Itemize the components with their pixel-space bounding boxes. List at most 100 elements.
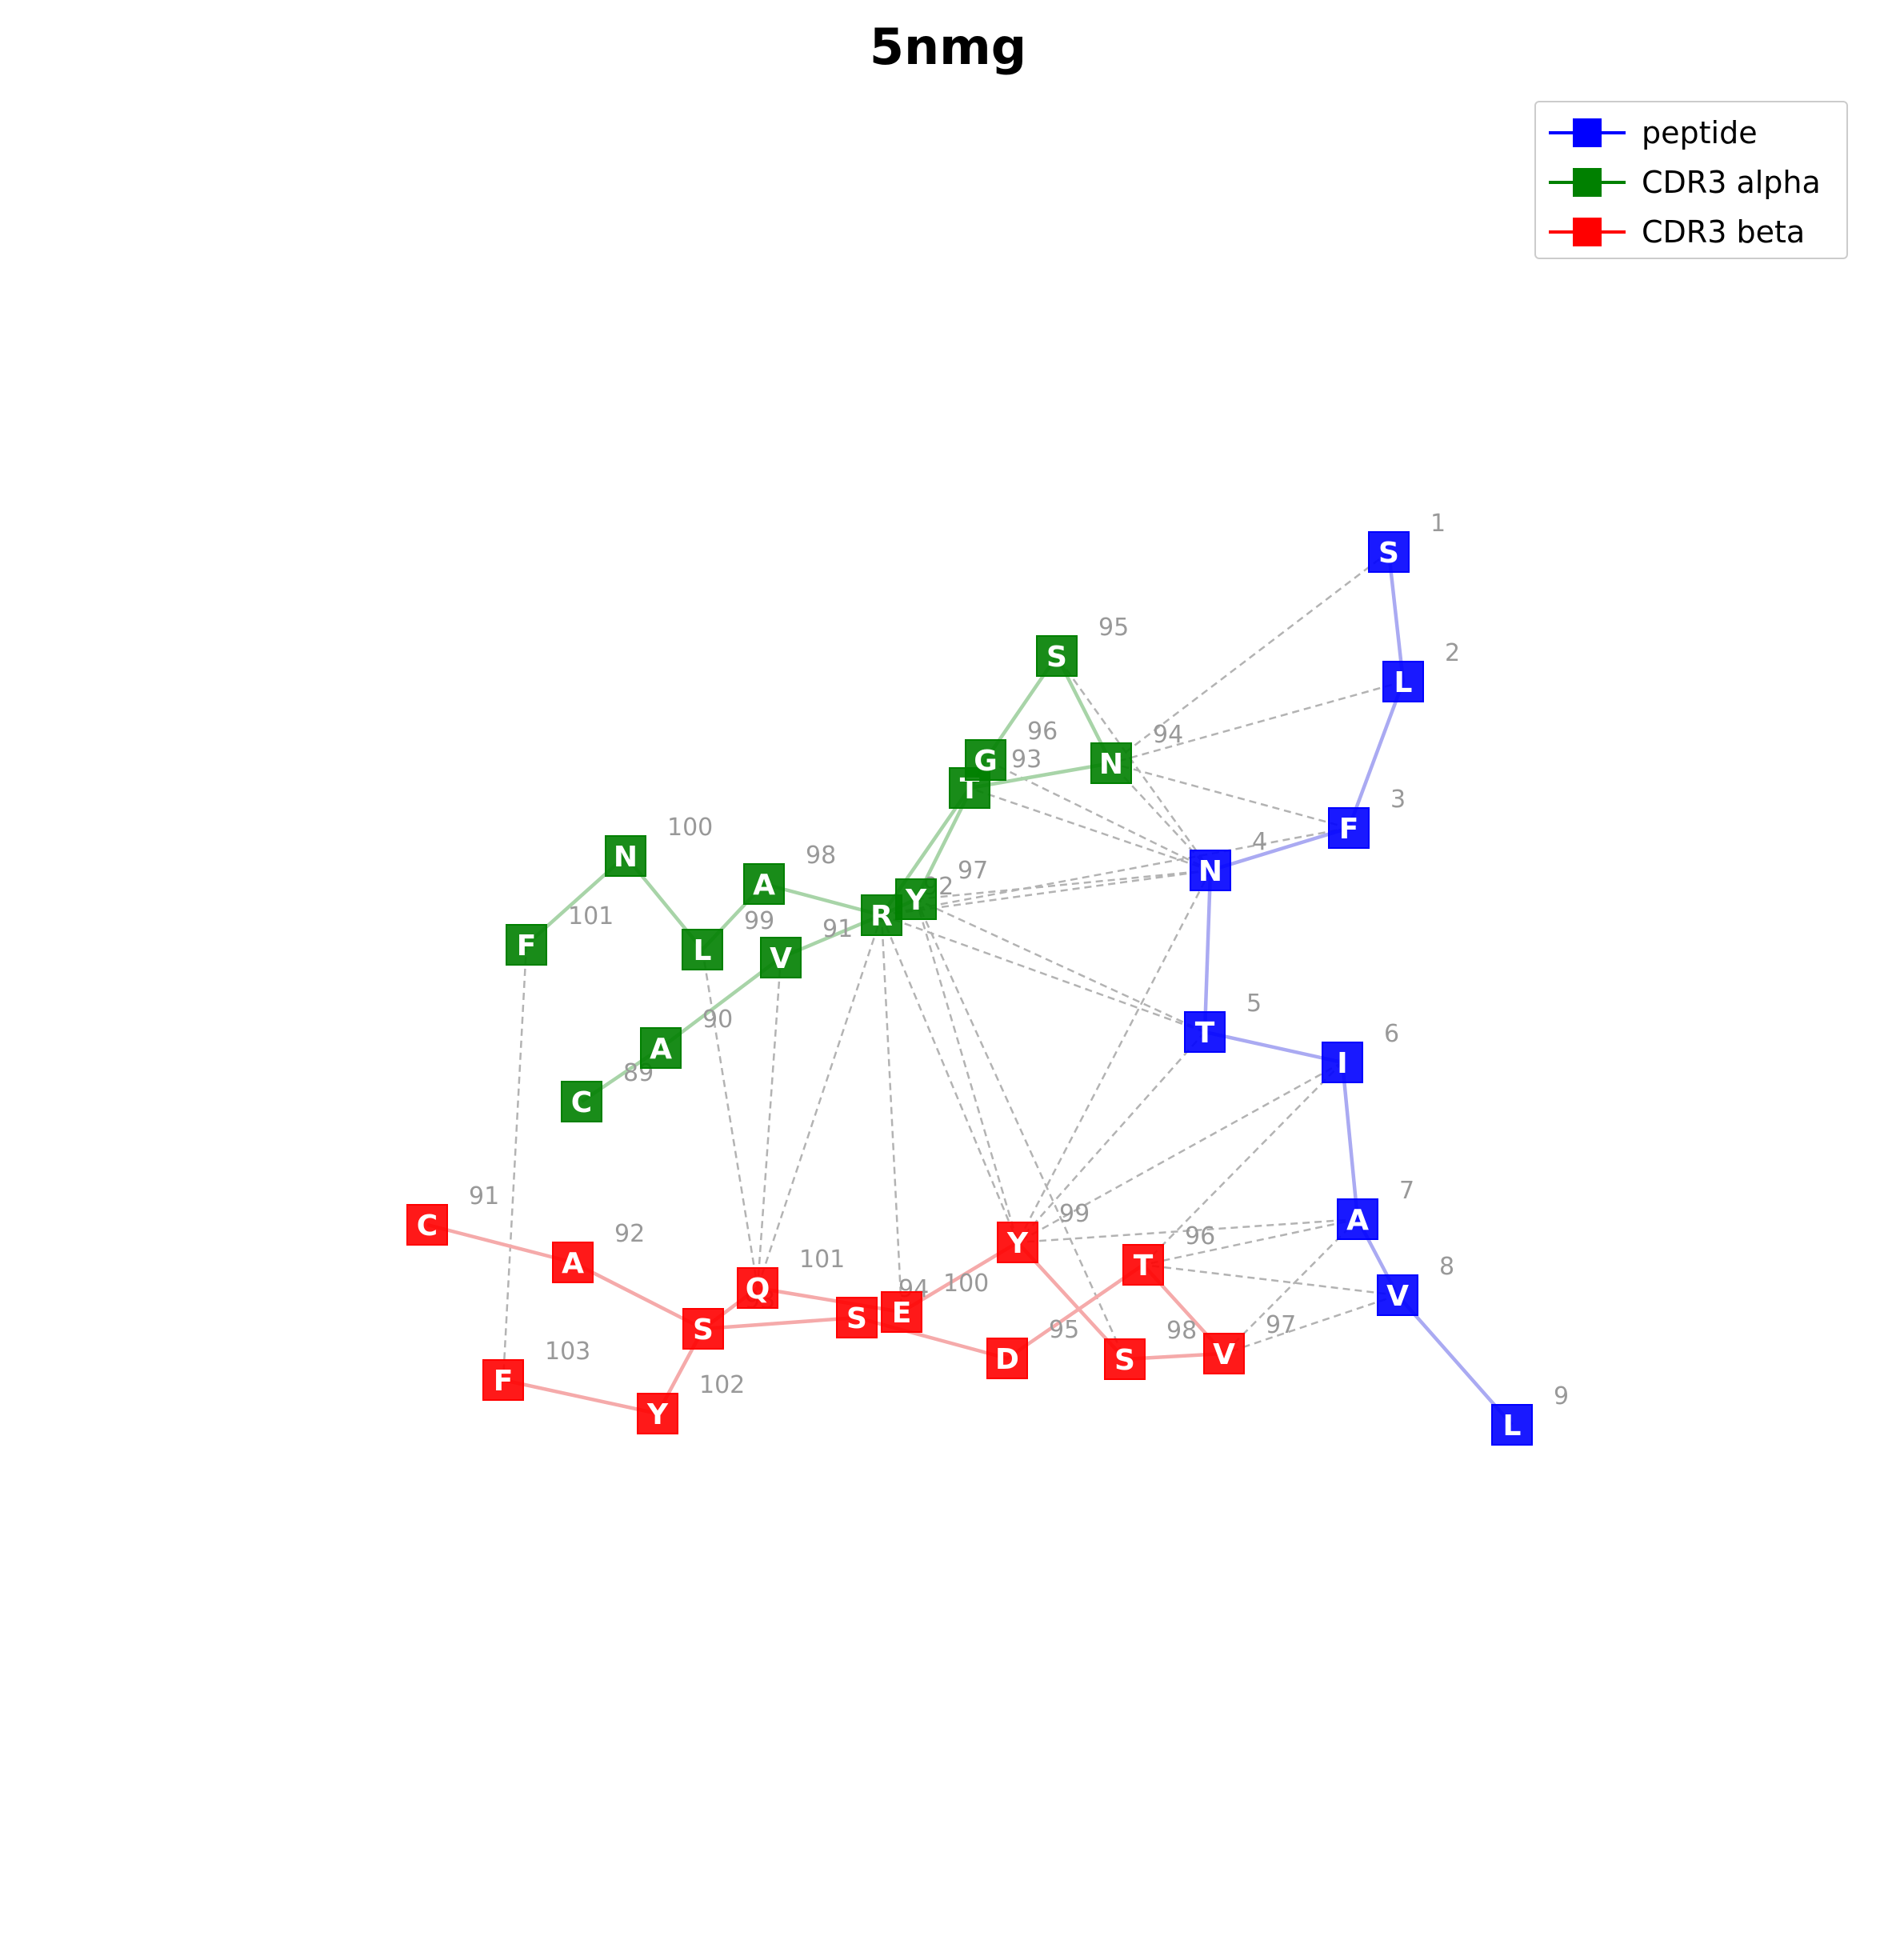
beta-residue-number-92: 92 bbox=[614, 1220, 645, 1248]
alpha-node-box-97 bbox=[895, 878, 937, 920]
alpha-node-96: G 96 bbox=[965, 718, 1058, 781]
contact-edge-17 bbox=[1142, 1218, 1358, 1266]
peptide-node-3: F3 bbox=[1328, 786, 1406, 849]
beta-node-101: Q 101 bbox=[737, 1246, 845, 1309]
contact-edge-1 bbox=[1110, 680, 1404, 765]
legend-label-peptide: peptide bbox=[1642, 115, 1758, 150]
peptide-residue-number-4: 4 bbox=[1252, 828, 1267, 856]
peptide-residue-number-2: 2 bbox=[1445, 639, 1460, 667]
beta-residue-number-101: 101 bbox=[799, 1246, 845, 1274]
alpha-node-100: N 100 bbox=[605, 814, 713, 877]
peptide-node-box-6 bbox=[1322, 1042, 1363, 1083]
contact-edge-0 bbox=[1110, 551, 1390, 764]
contact-edge-27 bbox=[701, 949, 759, 1289]
alpha-residue-label-99: L bbox=[694, 934, 712, 967]
contact-edge-19 bbox=[1142, 1263, 1398, 1297]
peptide-node-8: V8 bbox=[1377, 1253, 1454, 1316]
peptide-residue-number-7: 7 bbox=[1399, 1177, 1414, 1205]
alpha-residue-label-91: V bbox=[770, 942, 792, 975]
legend-marker-cdr3-alpha bbox=[1549, 168, 1626, 197]
beta-residue-label-102: Y bbox=[646, 1398, 669, 1431]
beta-node-98: S 98 bbox=[1104, 1317, 1197, 1380]
peptide-node-box-1 bbox=[1368, 531, 1410, 573]
legend-marker-peptide bbox=[1549, 118, 1626, 147]
beta-node-box-96 bbox=[1122, 1244, 1164, 1286]
beta-node-99: Y 99 bbox=[997, 1200, 1090, 1263]
contact-edge-15 bbox=[1142, 1062, 1343, 1266]
peptide-node-box-7 bbox=[1337, 1198, 1378, 1240]
figure-title: 5nmg bbox=[869, 18, 1027, 76]
beta-node-102: Y 102 bbox=[637, 1371, 745, 1434]
alpha-residue-label-92: R bbox=[870, 900, 893, 933]
peptide-node-box-8 bbox=[1377, 1274, 1418, 1316]
beta-node-box-99 bbox=[997, 1222, 1038, 1263]
beta-residue-label-94: S bbox=[846, 1302, 867, 1335]
peptide-node-box-4 bbox=[1190, 850, 1231, 891]
peptide-residue-number-9: 9 bbox=[1554, 1382, 1569, 1410]
peptide-node-1: S1 bbox=[1368, 510, 1446, 573]
beta-node-box-94 bbox=[836, 1297, 878, 1338]
contact-edge-13 bbox=[1017, 1031, 1206, 1243]
alpha-node-box-90 bbox=[640, 1027, 682, 1069]
peptide-node-5: T5 bbox=[1184, 990, 1262, 1053]
alpha-residue-number-91: 91 bbox=[822, 915, 853, 943]
peptide-backbone bbox=[1202, 551, 1514, 1426]
alpha-residue-number-100: 100 bbox=[667, 814, 713, 842]
alpha-residue-label-101: F bbox=[517, 930, 537, 962]
alpha-residue-number-98: 98 bbox=[806, 842, 836, 870]
alpha-residue-number-94: 94 bbox=[1153, 721, 1183, 749]
alpha-residue-number-97: 97 bbox=[958, 857, 988, 885]
peptide-residue-number-3: 3 bbox=[1390, 786, 1406, 814]
legend-label-cdr3-alpha: CDR3 alpha bbox=[1642, 165, 1821, 200]
beta-residue-label-95: D bbox=[995, 1343, 1019, 1376]
peptide-node-7: A7 bbox=[1337, 1177, 1414, 1240]
alpha-residue-label-97: Y bbox=[905, 884, 927, 917]
alpha-backbone bbox=[525, 654, 1114, 1103]
beta-residue-label-91: C bbox=[417, 1210, 438, 1242]
contact-edge-25 bbox=[914, 898, 1126, 1360]
beta-node-box-103 bbox=[482, 1359, 524, 1401]
contact-edge-24 bbox=[756, 914, 883, 1289]
contact-edge-10 bbox=[881, 914, 1206, 1034]
alpha-node-box-92 bbox=[861, 894, 902, 936]
beta-node-box-98 bbox=[1104, 1338, 1146, 1380]
contact-edge-6 bbox=[969, 786, 1211, 872]
alpha-node-99: L 99 bbox=[682, 907, 774, 970]
beta-node-100: E 100 bbox=[881, 1270, 989, 1333]
beta-node-91: C 91 bbox=[406, 1182, 499, 1246]
alpha-residue-label-98: A bbox=[753, 869, 775, 902]
beta-residue-number-91: 91 bbox=[469, 1182, 499, 1210]
contact-edges bbox=[502, 551, 1404, 1381]
contact-edge-3 bbox=[881, 826, 1350, 917]
beta-residue-label-92: A bbox=[562, 1247, 584, 1280]
beta-residue-number-98: 98 bbox=[1166, 1317, 1197, 1345]
legend-label-cdr3-beta: CDR3 beta bbox=[1642, 214, 1806, 250]
beta-residue-number-103: 103 bbox=[545, 1338, 590, 1366]
alpha-node-box-95 bbox=[1036, 635, 1078, 677]
peptide-residue-number-6: 6 bbox=[1384, 1020, 1399, 1048]
alpha-node-box-99 bbox=[682, 929, 723, 970]
beta-node-103: F 103 bbox=[482, 1338, 590, 1401]
contact-edge-20 bbox=[1223, 1294, 1398, 1355]
beta-node-box-100 bbox=[881, 1291, 922, 1333]
alpha-node-box-91 bbox=[760, 937, 802, 978]
contact-edge-28 bbox=[502, 944, 528, 1381]
peptide-residue-label-7: A bbox=[1346, 1204, 1369, 1237]
beta-residue-label-99: Y bbox=[1006, 1227, 1029, 1260]
peptide-residue-label-9: L bbox=[1503, 1410, 1522, 1442]
peptide-residue-number-8: 8 bbox=[1439, 1253, 1454, 1281]
contact-edge-18 bbox=[1223, 1218, 1358, 1354]
alpha-residue-label-94: N bbox=[1099, 748, 1123, 781]
beta-node-96: T 96 bbox=[1122, 1222, 1215, 1286]
beta-node-97: V 97 bbox=[1203, 1311, 1296, 1374]
alpha-residue-number-101: 101 bbox=[568, 902, 614, 930]
beta-residue-number-100: 100 bbox=[943, 1270, 989, 1298]
peptide-residue-label-4: N bbox=[1198, 855, 1222, 888]
peptide-residue-label-5: T bbox=[1195, 1017, 1215, 1050]
alpha-residue-label-95: S bbox=[1046, 641, 1067, 674]
alpha-node-box-101 bbox=[506, 924, 547, 966]
alpha-node-97: Y 97 bbox=[895, 857, 988, 920]
contact-edge-14 bbox=[1017, 1061, 1343, 1244]
